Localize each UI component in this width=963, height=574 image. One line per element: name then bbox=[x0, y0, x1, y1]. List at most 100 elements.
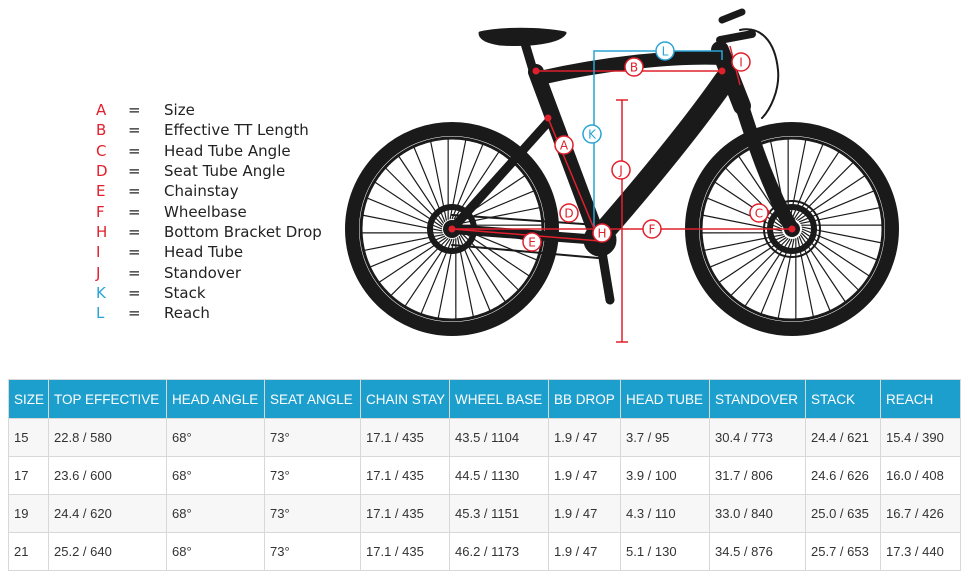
table-cell: 43.5 / 1104 bbox=[449, 418, 549, 457]
table-cell: 4.3 / 110 bbox=[620, 494, 710, 533]
marker-a-text: A bbox=[560, 139, 569, 153]
header-size: SIZE bbox=[8, 379, 49, 419]
legend-label: Effective TT Length bbox=[164, 121, 309, 140]
marker-c: C bbox=[749, 203, 769, 223]
table-cell: 34.5 / 876 bbox=[709, 532, 806, 571]
table-cell: 16.7 / 426 bbox=[880, 494, 961, 533]
legend-letter: I bbox=[96, 243, 101, 262]
marker-d-text: D bbox=[564, 207, 573, 221]
table-cell: 17.1 / 435 bbox=[360, 456, 450, 495]
legend-label: Seat Tube Angle bbox=[164, 162, 286, 181]
legend-equals: = bbox=[128, 162, 141, 181]
legend-letter: J bbox=[96, 263, 101, 282]
legend-equals: = bbox=[128, 283, 141, 302]
legend-row-j: J = Standover bbox=[96, 262, 322, 282]
legend-letter: K bbox=[96, 283, 106, 302]
header-top-effective: TOP EFFECTIVE bbox=[48, 379, 167, 419]
legend-label: Reach bbox=[164, 304, 210, 323]
marker-i-text: I bbox=[739, 56, 743, 70]
legend-letter: H bbox=[96, 222, 108, 241]
table-row: 19 24.4 / 620 68° 73° 17.1 / 435 45.3 / … bbox=[8, 494, 961, 533]
table-cell: 1.9 / 47 bbox=[548, 456, 621, 495]
header-bb-drop: BB DROP bbox=[548, 379, 621, 419]
table-cell: 17.3 / 440 bbox=[880, 532, 961, 571]
legend-label: Chainstay bbox=[164, 182, 239, 201]
marker-e: E bbox=[522, 232, 542, 252]
table-cell: 73° bbox=[264, 418, 361, 457]
table-cell: 24.4 / 621 bbox=[805, 418, 881, 457]
legend-letter: B bbox=[96, 121, 107, 140]
table-cell: 46.2 / 1173 bbox=[449, 532, 549, 571]
legend-label: Head Tube bbox=[164, 243, 244, 262]
table-cell: 17 bbox=[8, 456, 49, 495]
table-cell: 1.9 / 47 bbox=[548, 418, 621, 457]
table-cell: 25.0 / 635 bbox=[805, 494, 881, 533]
table-cell: 44.5 / 1130 bbox=[449, 456, 549, 495]
geometry-table: SIZE TOP EFFECTIVE HEAD ANGLE SEAT ANGLE… bbox=[8, 379, 961, 571]
table-cell: 25.2 / 640 bbox=[48, 532, 167, 571]
legend-letter: A bbox=[96, 101, 107, 120]
legend-equals: = bbox=[128, 263, 141, 282]
header-chain-stay: CHAIN STAY bbox=[360, 379, 450, 419]
legend-equals: = bbox=[128, 141, 141, 160]
table-cell: 3.9 / 100 bbox=[620, 456, 710, 495]
header-head-tube: HEAD TUBE bbox=[620, 379, 710, 419]
legend-letter: D bbox=[96, 162, 108, 181]
table-cell: 1.9 / 47 bbox=[548, 494, 621, 533]
table-cell: 68° bbox=[166, 456, 265, 495]
table-header-row: SIZE TOP EFFECTIVE HEAD ANGLE SEAT ANGLE… bbox=[8, 379, 961, 419]
table-cell: 73° bbox=[264, 532, 361, 571]
table-cell: 45.3 / 1151 bbox=[449, 494, 549, 533]
legend-row-l: L = Reach bbox=[96, 303, 322, 323]
table-cell: 24.4 / 620 bbox=[48, 494, 167, 533]
legend-row-h: H = Bottom Bracket Drop bbox=[96, 222, 322, 242]
legend-label: Standover bbox=[164, 263, 242, 282]
legend-row-d: D = Seat Tube Angle bbox=[96, 161, 322, 181]
marker-f: F bbox=[642, 219, 662, 239]
legend-label: Head Tube Angle bbox=[164, 141, 291, 160]
marker-a: A bbox=[554, 135, 574, 155]
legend-letter: F bbox=[96, 202, 105, 221]
marker-k: K bbox=[582, 124, 602, 144]
marker-h-text: H bbox=[597, 227, 606, 241]
header-head-angle: HEAD ANGLE bbox=[166, 379, 265, 419]
marker-e-text: E bbox=[528, 236, 536, 250]
legend-label: Wheelbase bbox=[164, 202, 247, 221]
marker-l: L bbox=[655, 41, 675, 61]
marker-b-text: B bbox=[630, 61, 638, 75]
table-cell: 68° bbox=[166, 418, 265, 457]
table-cell: 1.9 / 47 bbox=[548, 532, 621, 571]
table-cell: 21 bbox=[8, 532, 49, 571]
legend-equals: = bbox=[128, 121, 141, 140]
table-cell: 17.1 / 435 bbox=[360, 532, 450, 571]
marker-j-text: J bbox=[618, 164, 623, 178]
legend-equals: = bbox=[128, 243, 141, 262]
legend-row-a: A = Size bbox=[96, 100, 322, 120]
table-row: 15 22.8 / 580 68° 73° 17.1 / 435 43.5 / … bbox=[8, 418, 961, 457]
table-cell: 24.6 / 626 bbox=[805, 456, 881, 495]
table-cell: 17.1 / 435 bbox=[360, 494, 450, 533]
header-wheel-base: WHEEL BASE bbox=[449, 379, 549, 419]
table-cell: 15 bbox=[8, 418, 49, 457]
marker-i: I bbox=[731, 52, 751, 72]
marker-b: B bbox=[624, 57, 644, 77]
legend-row-i: I = Head Tube bbox=[96, 242, 322, 262]
table-cell: 23.6 / 600 bbox=[48, 456, 167, 495]
legend-row-b: B = Effective TT Length bbox=[96, 120, 322, 140]
bike-geometry-diagram: L B I K A J D C F H E bbox=[345, 8, 899, 343]
table-cell: 30.4 / 773 bbox=[709, 418, 806, 457]
legend-label: Stack bbox=[164, 283, 206, 302]
table-cell: 31.7 / 806 bbox=[709, 456, 806, 495]
table-cell: 15.4 / 390 bbox=[880, 418, 961, 457]
table-cell: 68° bbox=[166, 494, 265, 533]
header-stack: STACK bbox=[805, 379, 881, 419]
legend-equals: = bbox=[128, 304, 141, 323]
legend-equals: = bbox=[128, 202, 141, 221]
legend-row-f: F = Wheelbase bbox=[96, 201, 322, 221]
marker-l-text: L bbox=[662, 45, 669, 59]
legend-label: Size bbox=[164, 101, 195, 120]
table-cell: 73° bbox=[264, 456, 361, 495]
marker-j: J bbox=[611, 160, 631, 180]
table-row: 17 23.6 / 600 68° 73° 17.1 / 435 44.5 / … bbox=[8, 456, 961, 495]
marker-d: D bbox=[559, 203, 579, 223]
